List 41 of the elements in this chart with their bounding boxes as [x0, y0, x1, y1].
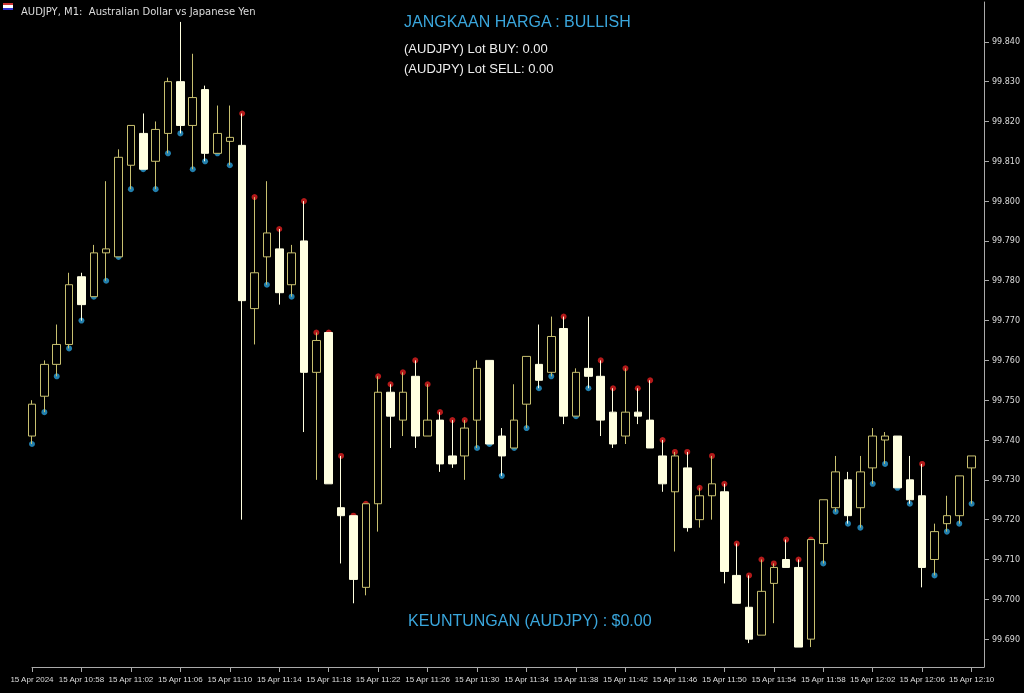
y-tick-label: 99.790	[992, 236, 1020, 246]
x-tick-label: 15 Apr 12:10	[948, 674, 995, 684]
x-tick-label: 15 Apr 11:54	[751, 674, 797, 684]
annotation: (AUDJPY) Lot SELL: 0.00	[404, 61, 554, 76]
y-tick-label: 99.710	[992, 554, 1020, 564]
y-tick-label: 99.720	[992, 515, 1020, 525]
y-tick-label: 99.830	[992, 77, 1020, 87]
y-tick-label: 99.800	[992, 196, 1020, 206]
y-tick-label: 99.740	[992, 435, 1020, 445]
x-tick-label: 15 Apr 12:06	[899, 674, 946, 684]
x-tick-label: 15 Apr 11:38	[553, 674, 599, 684]
annotation: KEUNTUNGAN (AUDJPY) : $0.00	[408, 611, 652, 629]
x-tick-label: 15 Apr 11:46	[652, 674, 698, 684]
x-tick-label: 15 Apr 10:58	[58, 674, 105, 684]
x-tick-label: 15 Apr 11:50	[701, 674, 748, 684]
x-tick-label: 15 Apr 2024	[10, 674, 55, 684]
x-tick-label: 15 Apr 11:02	[108, 674, 154, 684]
x-tick-label: 15 Apr 11:18	[306, 674, 352, 684]
x-tick-label: 15 Apr 11:42	[603, 674, 649, 684]
x-tick-label: 15 Apr 11:26	[405, 674, 451, 684]
x-tick-label: 15 Apr 11:58	[800, 674, 847, 684]
chart-title: AUDJPY, M1: Australian Dollar vs Japanese Yen	[21, 5, 256, 17]
y-tick-label: 99.700	[992, 594, 1020, 604]
y-tick-label: 99.770	[992, 316, 1020, 326]
y-tick-label: 99.690	[992, 634, 1020, 644]
x-tick-label: 15 Apr 11:22	[355, 674, 402, 684]
y-tick-label: 99.820	[992, 116, 1020, 126]
annotation: (AUDJPY) Lot BUY: 0.00	[404, 41, 548, 56]
y-tick-label: 99.750	[992, 395, 1020, 405]
x-tick-label: 15 Apr 11:30	[454, 674, 501, 684]
x-tick-label: 15 Apr 11:10	[207, 674, 253, 684]
annotation: JANGKAAN HARGA : BULLISH	[404, 12, 631, 30]
x-tick-label: 15 Apr 11:06	[157, 674, 204, 684]
x-tick-label: 15 Apr 11:34	[504, 674, 550, 684]
y-tick-label: 99.840	[992, 37, 1020, 47]
x-tick-label: 15 Apr 11:14	[256, 674, 303, 684]
y-tick-label: 99.760	[992, 355, 1020, 365]
y-tick-label: 99.780	[992, 276, 1020, 286]
y-tick-label: 99.810	[992, 156, 1020, 166]
y-tick-label: 99.730	[992, 475, 1020, 485]
x-tick-label: 15 Apr 12:02	[850, 674, 896, 684]
